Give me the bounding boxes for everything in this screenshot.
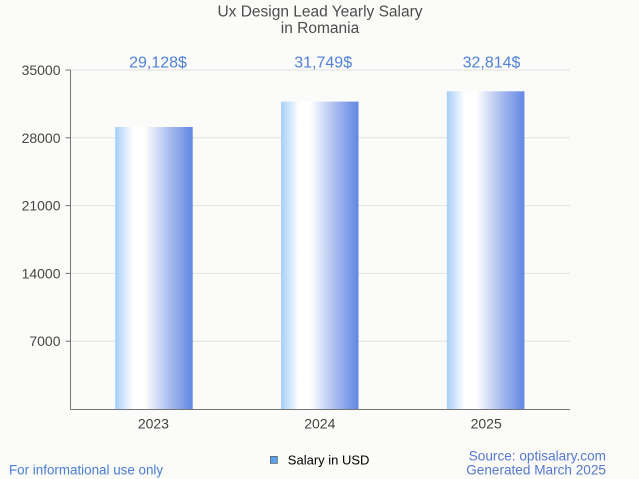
svg-text:7000: 7000	[29, 333, 60, 349]
svg-text:Salary in USD: Salary in USD	[288, 453, 370, 468]
svg-text:31,749$: 31,749$	[294, 54, 352, 71]
svg-text:29,128$: 29,128$	[129, 54, 187, 71]
svg-text:32,814$: 32,814$	[463, 54, 521, 71]
svg-text:in Romania: in Romania	[281, 20, 360, 37]
svg-text:For informational use only: For informational use only	[9, 462, 163, 477]
svg-text:Generated March 2025: Generated March 2025	[466, 463, 606, 478]
svg-text:2025: 2025	[471, 415, 502, 431]
svg-text:Source: optisalary.com: Source: optisalary.com	[469, 448, 606, 463]
svg-text:Ux Design Lead Yearly Salary: Ux Design Lead Yearly Salary	[217, 3, 422, 20]
svg-text:2024: 2024	[304, 415, 335, 431]
svg-text:14000: 14000	[22, 265, 61, 281]
svg-text:2023: 2023	[138, 415, 169, 431]
svg-text:28000: 28000	[22, 130, 61, 146]
svg-text:35000: 35000	[22, 62, 61, 78]
svg-text:21000: 21000	[22, 198, 61, 214]
